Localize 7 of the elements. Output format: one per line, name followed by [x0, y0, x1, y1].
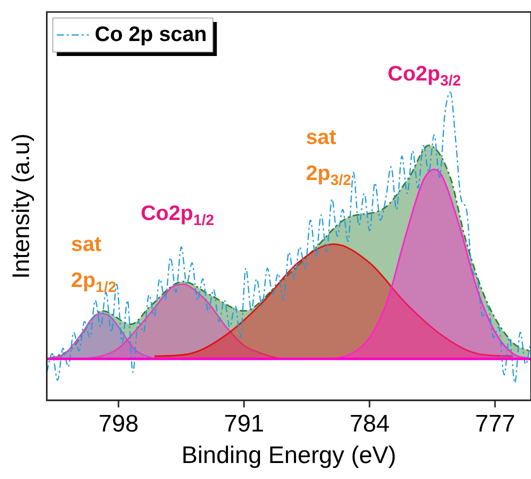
- legend-label: Co 2p scan: [94, 22, 207, 46]
- x-axis-title: Binding Energy (eV): [182, 442, 396, 470]
- x-tick-label: 798: [98, 410, 139, 438]
- x-tick-label: 777: [475, 410, 516, 438]
- y-axis-title: Intensity (a.u): [8, 133, 36, 279]
- x-tick-label: 784: [350, 410, 390, 438]
- x-tick-label: 791: [224, 410, 264, 438]
